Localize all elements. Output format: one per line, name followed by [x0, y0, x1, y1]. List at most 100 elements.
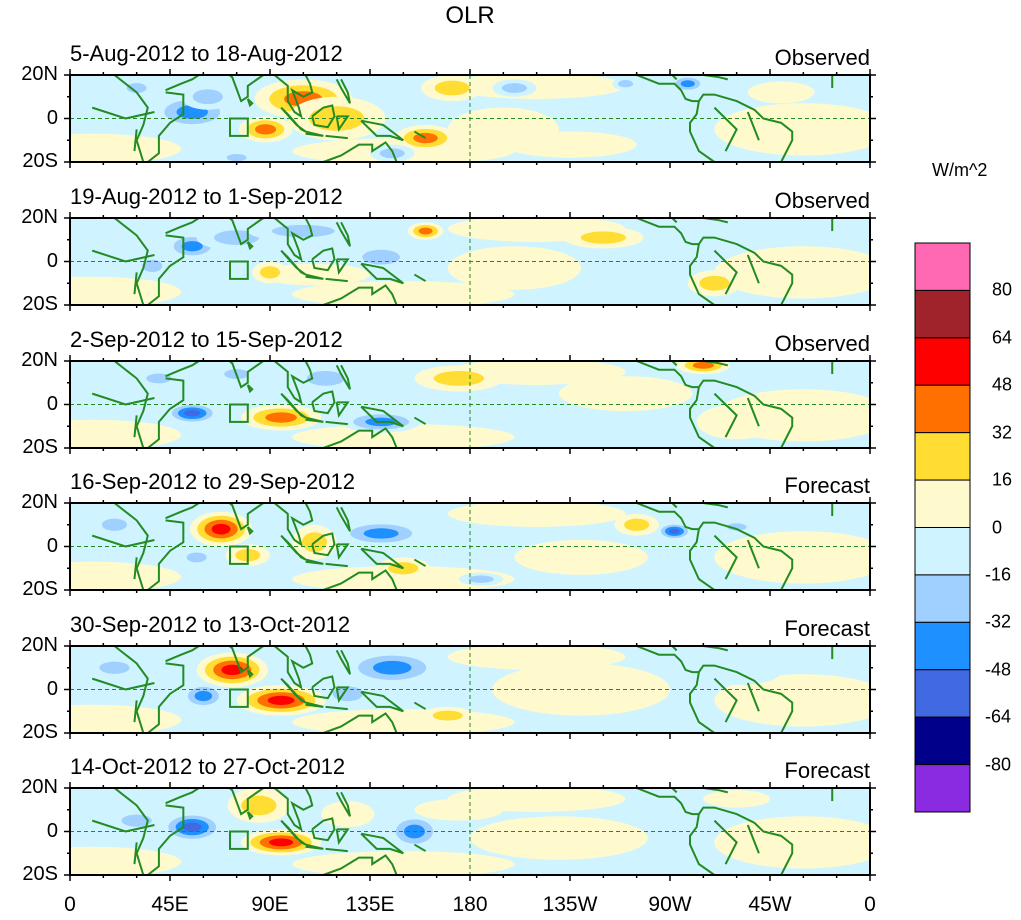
coastline [335, 221, 351, 247]
coastline [280, 106, 307, 133]
x-tick-label: 0 [864, 893, 876, 916]
coastline [165, 75, 200, 92]
coastline [746, 539, 760, 569]
colorbar-label: -16 [985, 564, 1012, 585]
coastline [689, 813, 716, 875]
coastline [113, 788, 149, 875]
coastline [335, 364, 351, 390]
coastline [246, 811, 254, 821]
coastline [698, 93, 794, 162]
y-tick-label: 20N [21, 634, 58, 656]
coastline [280, 677, 307, 704]
anomaly-contour [432, 710, 463, 721]
x-tick-label: 45W [748, 893, 792, 916]
x-tick-label: 0 [64, 893, 76, 916]
coastline [165, 788, 200, 805]
anomaly-contour [121, 814, 152, 827]
coastline [305, 843, 324, 850]
panel-kind: Observed [774, 188, 870, 213]
coastline [746, 682, 760, 712]
anomaly-contour [501, 83, 528, 93]
coastline [147, 234, 185, 305]
coastline [311, 675, 336, 700]
coastline [165, 503, 200, 520]
coastline [698, 236, 794, 305]
coastline [636, 218, 699, 246]
anomaly-contour [101, 518, 128, 531]
anomaly-contour [696, 404, 777, 440]
coastline [227, 788, 266, 816]
coastline [654, 646, 678, 652]
coastline [335, 115, 350, 132]
coastline [311, 817, 336, 842]
colorbar-swatch [914, 527, 971, 576]
colorbar-swatch [914, 574, 971, 623]
anomaly-contour [692, 361, 714, 369]
coastline [305, 273, 324, 280]
coastline [113, 503, 149, 590]
anomaly-contour [221, 664, 243, 676]
colorbar-swatch [914, 669, 971, 718]
coastline [147, 91, 185, 162]
anomaly-contour [418, 227, 433, 235]
y-tick-label: 0 [46, 819, 58, 842]
coastline [413, 130, 427, 139]
coastline [360, 690, 404, 713]
anomaly-contour [194, 690, 213, 702]
anomaly-contour [292, 281, 515, 305]
coastline [413, 416, 427, 425]
coastline [689, 671, 716, 733]
anomaly-contour [434, 80, 470, 96]
coastline [413, 273, 427, 282]
coastline [246, 98, 254, 108]
anomaly-contour [292, 851, 515, 875]
coastline [311, 104, 336, 129]
coastline [133, 129, 138, 152]
panel-period: 5-Aug-2012 to 18-Aug-2012 [70, 41, 343, 66]
coastline [322, 712, 398, 733]
coastline [91, 677, 155, 691]
anomaly-contour [703, 790, 771, 808]
coastline [147, 662, 185, 733]
colorbar [914, 242, 971, 813]
coastline [325, 420, 348, 426]
colorbar-label: -32 [985, 611, 1012, 632]
x-tick-label: 180 [452, 893, 488, 916]
y-tick-label: 20N [21, 776, 58, 798]
colorbar-label: 48 [992, 374, 1013, 395]
anomaly-contour [447, 75, 626, 99]
coastline [335, 543, 350, 560]
coastline [325, 562, 348, 568]
coastline [698, 664, 794, 733]
coastline [311, 532, 336, 557]
coastline [273, 75, 314, 119]
anomaly-contour [192, 89, 223, 105]
coastline [713, 249, 738, 295]
coastline [325, 705, 348, 711]
anomaly-contour [447, 503, 626, 527]
coastline [147, 519, 185, 590]
coastline [325, 277, 348, 283]
coastline [165, 646, 200, 663]
coastline [113, 218, 149, 305]
anomaly-contour [558, 376, 693, 412]
coastline [636, 361, 699, 389]
panel-period: 30-Sep-2012 to 13-Oct-2012 [70, 612, 351, 637]
anomaly-contour [267, 695, 295, 705]
map-panel [64, 355, 876, 454]
anomaly-contour [99, 661, 130, 674]
coastline [113, 361, 149, 448]
x-tick-label: 45E [151, 893, 189, 916]
colorbar-swatch [914, 716, 971, 766]
anomaly-contour [184, 409, 201, 417]
y-tick-label: 0 [46, 249, 58, 272]
colorbar-swatch [914, 384, 971, 434]
coastline [698, 521, 794, 590]
coastline [322, 854, 398, 875]
coastline [273, 646, 314, 690]
coastline [280, 534, 307, 561]
coastline [746, 824, 760, 854]
anomaly-contour [70, 133, 182, 162]
coastline [147, 377, 185, 448]
anomaly-contour [714, 103, 870, 156]
